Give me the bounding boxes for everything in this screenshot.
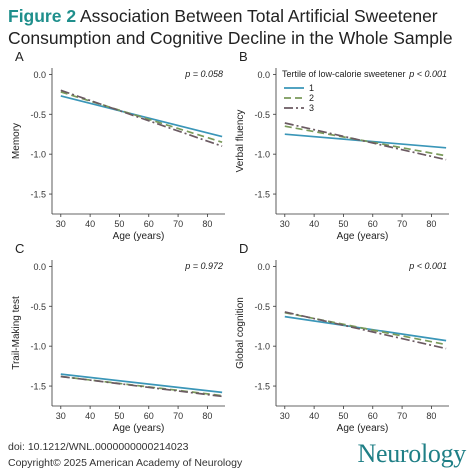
panel-d-series-2-line (284, 311, 447, 346)
panel-d-series-3-line (284, 311, 447, 350)
panel-d-p-value: p < 0.001 (408, 261, 447, 271)
copyright-text: Copyright© 2025 American Academy of Neur… (8, 457, 243, 469)
panel-c-ytick-label: 0.0 (33, 262, 46, 272)
panel-b-ytick-label: -1.0 (254, 150, 270, 160)
panel-b-y-axis-label: Verbal fluency (235, 110, 246, 173)
figure-title-text: Association Between Total Artificial Swe… (8, 6, 453, 48)
panel-a-x-axis-label: Age (years) (113, 231, 165, 242)
panel-a-p-value: p = 0.058 (184, 69, 223, 79)
panel-b-xtick-label: 40 (309, 219, 319, 229)
panel-c-x-axis-label: Age (years) (113, 423, 165, 434)
panel-d-xtick-label: 70 (397, 411, 407, 421)
panel-b-ytick-label: -0.5 (254, 110, 270, 120)
panel-a-y-axis-label: Memory (11, 123, 22, 159)
panel-d-xtick-label: 40 (309, 411, 319, 421)
panel-a-label: A (15, 49, 24, 64)
figure-label: Figure 2 (8, 6, 77, 26)
panel-c-p-value: p = 0.972 (184, 261, 223, 271)
legend-title: Tertile of low-calorie sweetener (282, 69, 406, 79)
panel-a-series-1-line (60, 95, 223, 138)
panel-d-xtick-label: 30 (280, 411, 290, 421)
panel-c-y-axis-label: Trail-Making test (11, 296, 22, 370)
panel-a-xtick-label: 60 (144, 219, 154, 229)
panel-b-xtick-label: 50 (338, 219, 348, 229)
panel-d-xtick-label: 50 (338, 411, 348, 421)
legend-label-2: 2 (309, 93, 314, 103)
panel-b-xtick-label: 60 (368, 219, 378, 229)
panel-a-ytick-label: -0.5 (30, 110, 46, 120)
panel-d-x-axis-label: Age (years) (337, 423, 389, 434)
panel-d-ytick-label: -1.5 (254, 382, 270, 392)
panel-b-series-2-line (284, 125, 447, 157)
panel-c-xtick-label: 50 (114, 411, 124, 421)
panel-d-y-axis-label: Global cognition (235, 297, 246, 369)
panel-c-xtick-label: 40 (85, 411, 95, 421)
panel-d-ytick-label: -0.5 (254, 302, 270, 312)
panel-a-ytick-label: -1.5 (30, 190, 46, 200)
panel-c-ytick-label: -1.0 (30, 342, 46, 352)
panel-d-xtick-label: 60 (368, 411, 378, 421)
panel-c-ytick-label: -0.5 (30, 302, 46, 312)
panel-a-xtick-label: 30 (56, 219, 66, 229)
doi-text: doi: 10.1212/WNL.0000000000214023 (8, 441, 189, 453)
panel-c-ytick-label: -1.5 (30, 382, 46, 392)
panel-a-series-3-line (60, 89, 223, 148)
panel-a-series-2-line (60, 91, 223, 144)
legend-label-1: 1 (309, 83, 314, 93)
panel-a-ytick-label: 0.0 (33, 70, 46, 80)
panel-b-xtick-label: 70 (397, 219, 407, 229)
panel-b-p-value: p < 0.001 (408, 69, 447, 79)
panel-a-ytick-label: -1.0 (30, 150, 46, 160)
legend-label-3: 3 (309, 103, 314, 113)
panel-c-xtick-label: 60 (144, 411, 154, 421)
figure-title: Figure 2 Association Between Total Artif… (8, 5, 470, 49)
panel-a-xtick-label: 40 (85, 219, 95, 229)
panel-a-xtick-label: 70 (173, 219, 183, 229)
panel-c-xtick-label: 30 (56, 411, 66, 421)
panel-a-xtick-label: 80 (202, 219, 212, 229)
panel-b-series-3-line (284, 122, 447, 161)
panel-d-ytick-label: 0.0 (257, 262, 270, 272)
panel-c-label: C (15, 241, 24, 256)
panel-c-series-3-line (60, 375, 223, 398)
panel-b-xtick-label: 80 (426, 219, 436, 229)
panel-b-ytick-label: 0.0 (257, 70, 270, 80)
panel-b-label: B (239, 49, 248, 64)
panel-b-xtick-label: 30 (280, 219, 290, 229)
panel-c-series-1-line (60, 373, 223, 394)
panel-c-xtick-label: 70 (173, 411, 183, 421)
panel-b-x-axis-label: Age (years) (337, 231, 389, 242)
panel-b-ytick-label: -1.5 (254, 190, 270, 200)
panel-d-xtick-label: 80 (426, 411, 436, 421)
panel-c-xtick-label: 80 (202, 411, 212, 421)
panel-d-label: D (239, 241, 248, 256)
panel-d-ytick-label: -1.0 (254, 342, 270, 352)
neurology-logo: Neurology (357, 439, 467, 468)
panel-a-xtick-label: 50 (114, 219, 124, 229)
